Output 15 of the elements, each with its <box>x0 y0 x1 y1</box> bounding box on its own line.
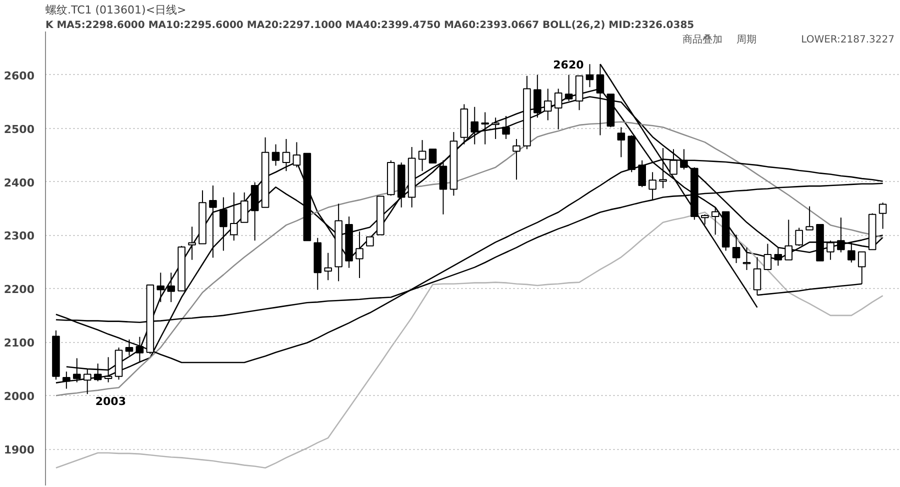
annotation: LOWER:2187.3227 <box>801 34 895 46</box>
y-tick-label: 2300 <box>4 230 35 243</box>
y-tick-label: 1900 <box>4 444 35 457</box>
y-tick-label: 2100 <box>4 336 35 350</box>
y-tick-label: 2400 <box>4 176 35 190</box>
text: K MA5:2298.6000 MA10:2295.6000 MA20:2297.1000 MA40:2399.4750 MA60:2393.0667 BOLL(26,2) MID:2326.0385 <box>46 20 694 31</box>
annotation: 2620 <box>553 58 584 72</box>
y-tick-label: 2000 <box>4 390 35 404</box>
annotation: 2003 <box>95 395 126 408</box>
annotation: 周期 <box>736 34 756 46</box>
y-tick-label: 2600 <box>4 69 35 82</box>
y-tick-label: 2500 <box>4 122 35 136</box>
y-tick-label: 2200 <box>4 283 35 296</box>
chart-title: 螺纹.TC1 (013601)<日线> <box>46 4 186 16</box>
annotation: 商品叠加 <box>682 34 722 46</box>
